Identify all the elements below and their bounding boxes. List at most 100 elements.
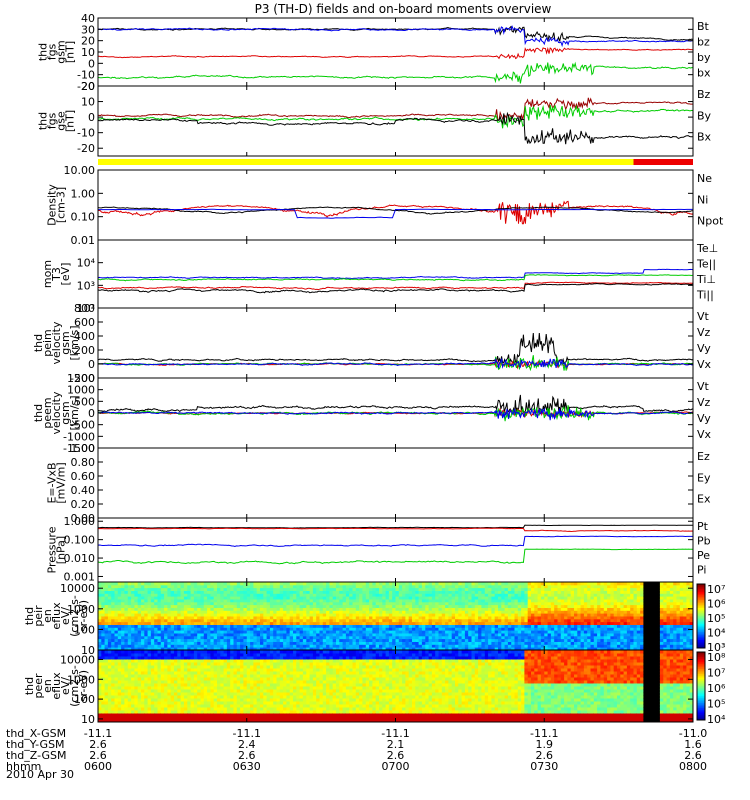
- peir-cell: [217, 627, 221, 631]
- peer-cell: [134, 698, 139, 702]
- peir-cell: [610, 590, 615, 594]
- peir-cell: [567, 587, 572, 591]
- peir-cell: [382, 633, 387, 637]
- peer-cell: [134, 659, 139, 663]
- peir-cell: [269, 641, 274, 645]
- peir-cell: [630, 624, 634, 628]
- peir-cell: [279, 587, 284, 591]
- peir-cell: [623, 641, 628, 645]
- peir-cell: [676, 582, 681, 586]
- peir-cell: [623, 584, 628, 589]
- peir-cell: [197, 616, 201, 620]
- peir-cell: [147, 621, 152, 625]
- peir-cell: [564, 641, 568, 645]
- peir-cell: [131, 590, 135, 594]
- peir-cell: [431, 641, 436, 645]
- peir-cell: [547, 624, 552, 628]
- peir-cell: [425, 610, 430, 614]
- peir-cell: [167, 618, 172, 623]
- peir-cell: [309, 613, 314, 617]
- peir-cell: [395, 596, 400, 600]
- peir-cell: [544, 647, 549, 651]
- peir-cell: [494, 638, 499, 642]
- peir-cell: [507, 613, 512, 617]
- peir-cell: [160, 582, 165, 586]
- peir-cell: [626, 618, 631, 623]
- peir-cell: [385, 599, 390, 603]
- peir-cell: [643, 599, 648, 603]
- peir-cell: [210, 599, 215, 603]
- peir-cell: [117, 607, 122, 611]
- peer-cell: [111, 701, 115, 705]
- peir-cell: [630, 635, 634, 640]
- peir-cell: [266, 618, 271, 623]
- peir-cell: [336, 610, 340, 614]
- peir-cell: [610, 624, 615, 628]
- peir-cell: [269, 607, 274, 611]
- peir-cell: [236, 618, 241, 623]
- peir-cell: [141, 618, 145, 623]
- peir-cell: [174, 641, 178, 645]
- peir-cell: [289, 613, 294, 617]
- peir-cell: [114, 616, 119, 620]
- peir-cell: [663, 627, 668, 631]
- peir-cell: [402, 587, 406, 591]
- peir-cell: [299, 635, 304, 640]
- peir-cell: [643, 647, 648, 651]
- peir-cell: [421, 618, 426, 623]
- peir-cell: [458, 633, 463, 637]
- peir-cell: [580, 635, 585, 640]
- peir-cell: [263, 582, 268, 586]
- peir-cell: [177, 644, 182, 648]
- peir-cell: [167, 616, 172, 620]
- peir-cell: [372, 618, 377, 623]
- peir-cell: [385, 582, 390, 586]
- peir-cell: [263, 644, 268, 648]
- peir-cell: [246, 635, 251, 640]
- peir-cell: [111, 647, 115, 651]
- peir-cell: [286, 590, 291, 594]
- peir-cell: [187, 644, 192, 648]
- peir-cell: [428, 596, 433, 600]
- peir-cell: [101, 582, 106, 586]
- peir-cell: [246, 584, 251, 589]
- peir-cell: [537, 641, 542, 645]
- peir-cell: [104, 584, 109, 589]
- peir-cell: [392, 590, 396, 594]
- peir-cell: [193, 638, 198, 642]
- peir-cell: [369, 616, 373, 620]
- peir-cell: [98, 596, 102, 600]
- peir-cell: [679, 590, 684, 594]
- peir-cell: [438, 633, 443, 637]
- peir-cell: [603, 647, 608, 651]
- peir-cell: [111, 590, 115, 594]
- peir-cell: [197, 590, 201, 594]
- peir-cell: [183, 641, 188, 645]
- peir-cell: [557, 582, 562, 586]
- peir-cell: [319, 638, 324, 642]
- peir-cell: [144, 627, 149, 631]
- peer-cell: [107, 701, 112, 705]
- peir-cell: [150, 590, 155, 594]
- peir-cell: [458, 582, 463, 586]
- peer-cell: [98, 668, 102, 672]
- peir-cell: [448, 593, 453, 597]
- peir-cell: [193, 621, 198, 625]
- peir-cell: [342, 590, 347, 594]
- series-peem_velocity-Vt: [97, 394, 694, 414]
- peir-cell: [164, 604, 168, 608]
- peir-cell: [666, 641, 671, 645]
- peer-cell: [121, 671, 125, 675]
- peir-cell: [398, 633, 403, 637]
- peir-cell: [504, 584, 509, 589]
- peir-cell: [613, 607, 618, 611]
- peir-cell: [438, 593, 443, 597]
- peir-cell: [104, 630, 109, 634]
- peir-cell: [617, 616, 621, 620]
- peir-cell: [240, 630, 244, 634]
- peir-cell: [398, 627, 403, 631]
- peir-cell: [243, 590, 248, 594]
- peir-cell: [636, 630, 641, 634]
- peir-cell: [478, 641, 482, 645]
- peir-cell: [117, 641, 122, 645]
